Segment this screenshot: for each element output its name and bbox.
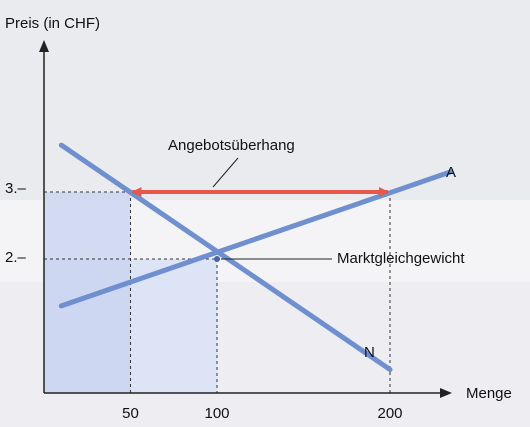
demand-curve-n: [58, 142, 393, 373]
y-axis-arrow-icon: [39, 40, 49, 52]
supply-curve-label: A: [446, 164, 456, 181]
surplus-annotation: Angebotsüberhang: [168, 137, 295, 154]
equilibrium-point: [214, 256, 220, 262]
x-tick-label: 50: [122, 405, 139, 422]
demand-curve-label: N: [364, 344, 375, 361]
x-tick-label: 100: [204, 405, 229, 422]
x-axis-label: Menge: [466, 385, 512, 402]
x-axis-arrow-icon: [440, 388, 452, 398]
x-tick-label: 200: [377, 405, 402, 422]
equilibrium-annotation: Marktgleichgewicht: [337, 250, 465, 267]
y-axis-label: Preis (in CHF): [5, 15, 100, 32]
shaded-area-quantity-50: [44, 192, 131, 393]
y-tick-label: 3.–: [5, 180, 27, 197]
surplus-label-leader: [212, 157, 239, 188]
background-band-top: [0, 0, 530, 200]
y-tick-label: 2.–: [5, 249, 27, 266]
